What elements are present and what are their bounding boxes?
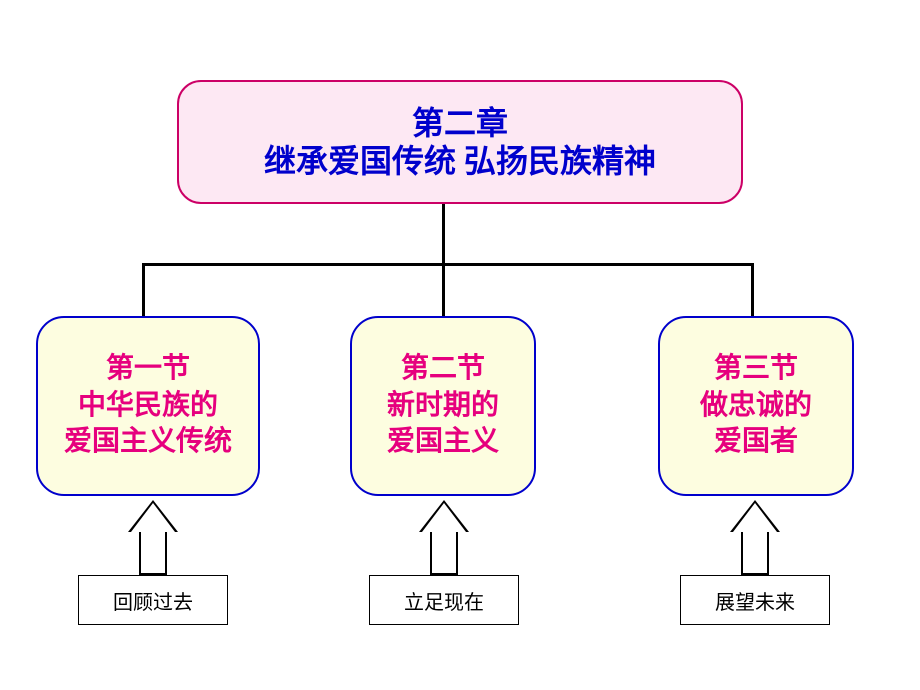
- connector-drop-1: [142, 264, 145, 316]
- label-3-text: 展望未来: [715, 586, 795, 615]
- arrow-shaft: [430, 530, 458, 575]
- child-3-line2: 做忠诚的: [700, 388, 812, 424]
- up-arrow-2: [419, 500, 469, 575]
- arrow-shaft: [139, 530, 167, 575]
- up-arrow-1: [128, 500, 178, 575]
- child-2-line1: 第二节: [401, 351, 485, 387]
- connector-drop-2: [442, 264, 445, 316]
- root-node: 第二章 继承爱国传统 弘扬民族精神: [177, 80, 743, 204]
- child-node-3: 第三节 做忠诚的 爱国者: [658, 316, 854, 496]
- child-3-line3: 爱国者: [714, 424, 798, 460]
- label-box-2: 立足现在: [369, 575, 519, 625]
- label-box-3: 展望未来: [680, 575, 830, 625]
- child-2-line3: 爱国主义: [387, 424, 499, 460]
- child-node-1: 第一节 中华民族的 爱国主义传统: [36, 316, 260, 496]
- root-title-line2: 继承爱国传统 弘扬民族精神: [264, 142, 656, 180]
- child-1-line3: 爱国主义传统: [64, 424, 232, 460]
- connector-hbar: [142, 263, 754, 266]
- child-3-line1: 第三节: [714, 351, 798, 387]
- child-1-line2: 中华民族的: [78, 388, 218, 424]
- connector-vline-top: [442, 204, 445, 264]
- child-2-line2: 新时期的: [387, 388, 499, 424]
- arrow-shaft: [741, 530, 769, 575]
- up-arrow-3: [730, 500, 780, 575]
- label-box-1: 回顾过去: [78, 575, 228, 625]
- child-node-2: 第二节 新时期的 爱国主义: [350, 316, 536, 496]
- root-title-line1: 第二章: [412, 104, 508, 142]
- diagram-canvas: 第二章 继承爱国传统 弘扬民族精神 第一节 中华民族的 爱国主义传统 第二节 新…: [0, 0, 920, 690]
- label-2-text: 立足现在: [404, 586, 484, 615]
- child-1-line1: 第一节: [106, 351, 190, 387]
- label-1-text: 回顾过去: [113, 586, 193, 615]
- connector-drop-3: [751, 264, 754, 316]
